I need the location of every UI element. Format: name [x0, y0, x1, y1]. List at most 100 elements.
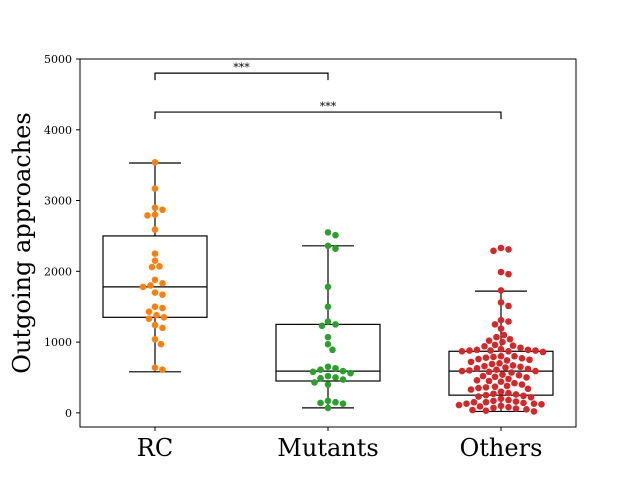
data-point-mutants: [332, 374, 339, 381]
data-point-mutants: [332, 321, 339, 328]
data-point-others: [511, 352, 518, 360]
data-point-mutants: [324, 318, 332, 325]
y-tick-label: 4000: [44, 124, 72, 137]
data-point-others: [485, 337, 493, 344]
data-point-others: [497, 378, 505, 386]
bracket-line: [154, 111, 502, 120]
data-point-rc: [151, 250, 159, 257]
data-point-mutants: [324, 333, 332, 341]
data-point-others: [500, 331, 508, 339]
data-point-others: [473, 346, 481, 354]
y-axis-title: Outgoing approaches: [8, 112, 36, 373]
data-point-rc: [160, 314, 168, 321]
data-point-others: [502, 364, 509, 371]
data-point-others: [505, 389, 512, 397]
data-point-others: [455, 401, 463, 409]
data-point-others: [512, 398, 520, 405]
data-point-mutants: [324, 404, 332, 412]
data-point-others: [463, 400, 470, 407]
data-point-others: [520, 399, 527, 407]
data-point-mutants: [324, 363, 332, 371]
data-point-others: [473, 376, 481, 384]
data-point-others: [482, 398, 490, 406]
data-point-others: [466, 347, 473, 354]
data-point-mutants: [317, 366, 324, 373]
data-point-others: [487, 347, 494, 354]
data-point-others: [482, 391, 490, 399]
data-point-mutants: [317, 374, 324, 382]
data-point-rc: [151, 226, 159, 233]
data-point-others: [505, 246, 512, 253]
data-point-mutants: [332, 398, 339, 406]
data-point-others: [493, 366, 500, 373]
data-point-others: [539, 348, 547, 356]
data-point-rc: [156, 263, 163, 270]
iqr-box: [275, 323, 381, 382]
bracket-line: [154, 72, 329, 81]
data-point-rc: [159, 366, 166, 373]
data-point-others: [485, 377, 493, 385]
data-point-others: [518, 355, 526, 362]
data-point-others: [505, 375, 512, 383]
data-point-others: [497, 388, 505, 395]
data-point-others: [512, 405, 520, 412]
data-point-rc: [159, 324, 166, 332]
data-point-mutants: [329, 346, 336, 354]
significance-bracket: ***: [154, 61, 329, 81]
data-point-rc: [151, 185, 159, 192]
data-point-rc: [151, 257, 159, 264]
data-point-mutants: [332, 245, 339, 252]
significance-brackets: *** ***: [154, 61, 502, 120]
data-point-mutants: [324, 283, 332, 291]
data-point-rc: [151, 364, 159, 371]
data-point-mutants: [317, 399, 324, 407]
data-point-others: [482, 384, 490, 391]
y-axis: 0 1000 2000 3000 4000 5000: [44, 53, 80, 420]
data-point-rc: [151, 276, 159, 284]
data-point-others: [490, 404, 497, 412]
y-tick-label: 5000: [44, 53, 72, 66]
data-point-others: [466, 367, 473, 374]
data-point-rc: [139, 283, 147, 291]
data-point-others: [532, 347, 539, 354]
data-point-others: [524, 385, 532, 393]
data-point-others: [512, 391, 520, 398]
data-point-others: [505, 403, 512, 411]
data-point-others: [520, 392, 527, 400]
data-point-others: [491, 321, 499, 328]
data-point-others: [505, 396, 512, 404]
data-point-others: [505, 347, 512, 355]
data-point-others: [490, 390, 497, 398]
data-point-others: [505, 318, 512, 325]
y-tick-label: 0: [65, 407, 72, 420]
data-point-mutants: [324, 303, 332, 310]
data-point-mutants: [324, 340, 332, 348]
data-point-others: [530, 408, 538, 415]
data-point-others: [515, 372, 523, 379]
data-point-others: [497, 345, 505, 353]
data-point-others: [497, 299, 505, 306]
significance-label: ***: [320, 100, 337, 113]
data-point-mutants: [318, 322, 326, 330]
data-point-others: [524, 346, 532, 354]
data-point-others: [497, 402, 505, 410]
data-point-mutants: [324, 242, 332, 250]
data-point-others: [491, 373, 499, 381]
data-point-others: [526, 356, 533, 364]
data-point-rc: [157, 340, 165, 348]
data-point-rc: [151, 289, 159, 296]
data-point-mutants: [309, 368, 317, 376]
data-point-rc: [151, 303, 159, 310]
data-point-others: [491, 383, 499, 390]
data-point-others: [524, 365, 532, 373]
data-point-others: [481, 362, 488, 370]
data-point-others: [493, 333, 500, 341]
data-point-mutants: [339, 400, 347, 407]
swarm-points: [139, 159, 547, 415]
data-point-others: [509, 362, 517, 369]
data-point-others: [458, 347, 466, 355]
data-point-rc: [159, 280, 166, 287]
data-point-others: [490, 397, 497, 405]
data-point-others: [511, 379, 518, 387]
data-point-mutants: [324, 397, 332, 405]
